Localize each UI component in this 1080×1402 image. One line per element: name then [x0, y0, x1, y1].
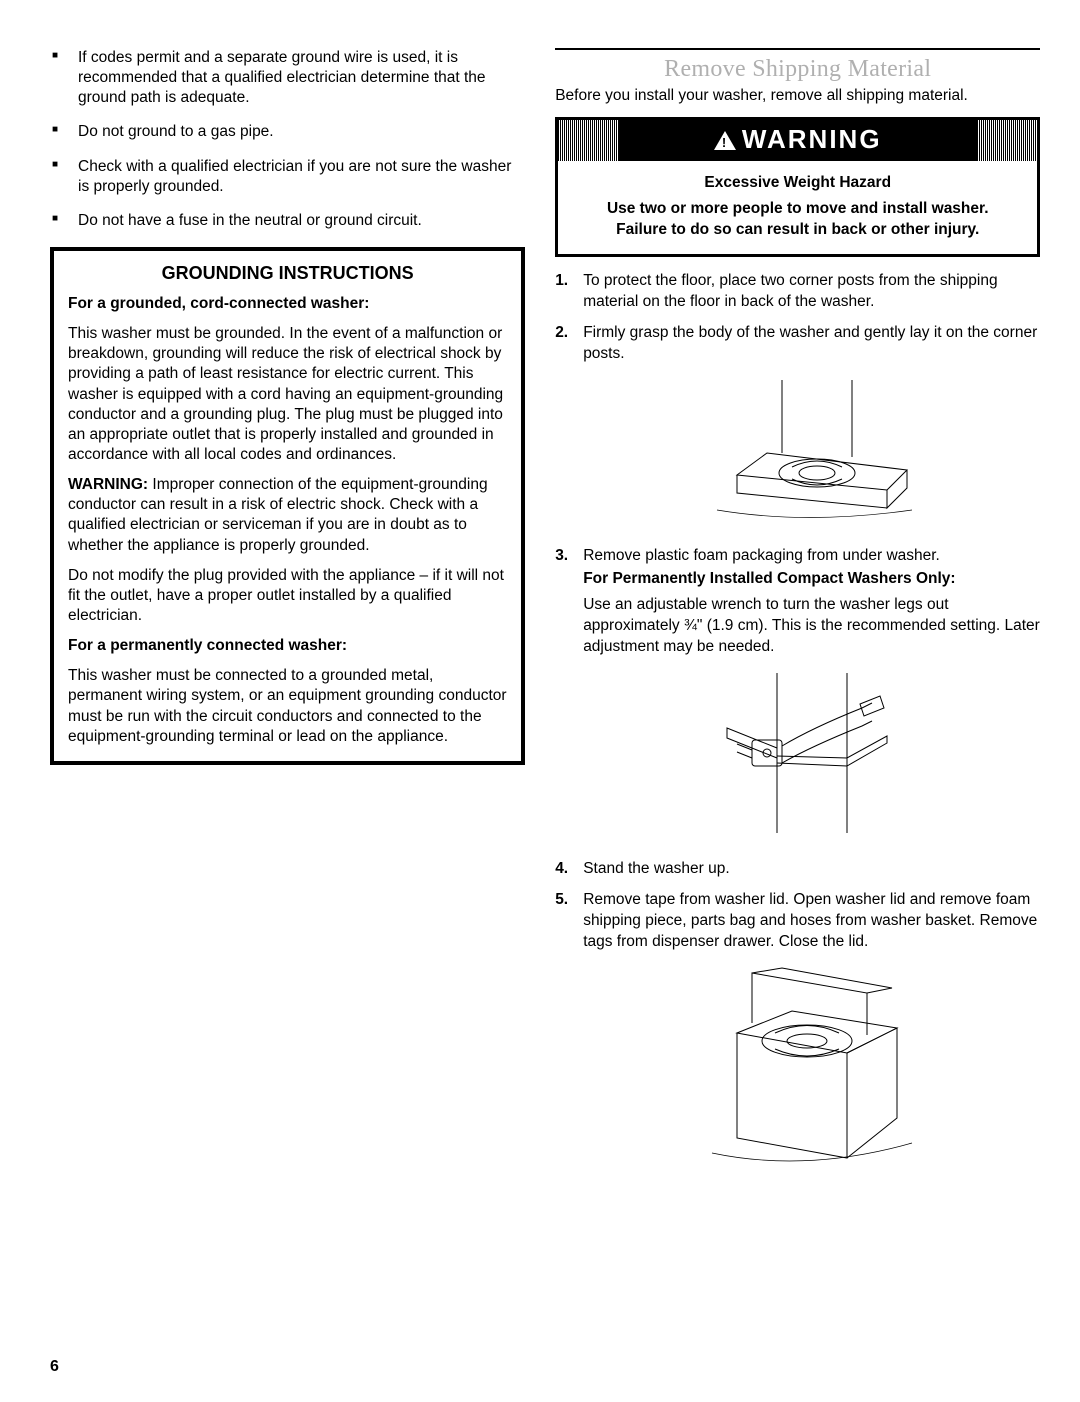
- warning-banner: WARNING: [558, 120, 1037, 161]
- bullet-item: Check with a qualified electrician if yo…: [50, 157, 525, 197]
- section-title: Remove Shipping Material: [555, 56, 1040, 83]
- bullet-item: Do not ground to a gas pipe.: [50, 122, 525, 142]
- page-number: 6: [50, 1358, 59, 1376]
- safety-bullet-list: If codes permit and a separate ground wi…: [50, 48, 525, 231]
- warning-box: WARNING Excessive Weight Hazard Use two …: [555, 117, 1040, 257]
- grounding-para-3: This washer must be connected to a groun…: [68, 666, 507, 747]
- grounding-para-2: Do not modify the plug provided with the…: [68, 566, 507, 626]
- step-3: 3.Remove plastic foam packaging from und…: [555, 546, 1040, 846]
- step-4: 4.Stand the washer up.: [555, 859, 1040, 880]
- step-3-subtext: Use an adjustable wrench to turn the was…: [583, 595, 1040, 658]
- grounding-title: GROUNDING INSTRUCTIONS: [68, 263, 507, 284]
- warning-line-1: Excessive Weight Hazard: [570, 174, 1025, 192]
- grounding-para-1: This washer must be grounded. In the eve…: [68, 324, 507, 465]
- step-1-text: To protect the floor, place two corner p…: [583, 272, 997, 310]
- right-column: Remove Shipping Material Before you inst…: [555, 48, 1040, 1184]
- step-1: 1.To protect the floor, place two corner…: [555, 271, 1040, 313]
- step-5: 5.Remove tape from washer lid. Open wash…: [555, 890, 1040, 1170]
- bullet-item: If codes permit and a separate ground wi…: [50, 48, 525, 108]
- step-list: 1.To protect the floor, place two corner…: [555, 271, 1040, 1170]
- step-3-subhead: For Permanently Installed Compact Washer…: [583, 569, 1040, 590]
- warning-label: WARNING:: [68, 476, 148, 493]
- step-2-text: Firmly grasp the body of the washer and …: [583, 324, 1037, 362]
- warning-line-3: Failure to do so can result in back or o…: [570, 221, 1025, 239]
- grounding-instructions-box: GROUNDING INSTRUCTIONS For a grounded, c…: [50, 247, 525, 765]
- step-4-text: Stand the washer up.: [583, 860, 730, 877]
- grounding-subhead-2: For a permanently connected washer:: [68, 637, 347, 654]
- bullet-item: Do not have a fuse in the neutral or gro…: [50, 211, 525, 231]
- step-5-text: Remove tape from washer lid. Open washer…: [583, 891, 1037, 950]
- warning-line-2: Use two or more people to move and insta…: [570, 200, 1025, 218]
- section-intro: Before you install your washer, remove a…: [555, 87, 1040, 105]
- grounding-subhead-1: For a grounded, cord-connected washer:: [68, 295, 369, 312]
- step-3-text: Remove plastic foam packaging from under…: [583, 547, 940, 564]
- figure-wrench-leg: [583, 668, 1040, 845]
- warning-banner-text: WARNING: [742, 124, 882, 154]
- step-2: 2.Firmly grasp the body of the washer an…: [555, 323, 1040, 532]
- grounding-warning-para: WARNING: Improper connection of the equi…: [68, 475, 507, 556]
- warning-triangle-icon: [714, 131, 736, 150]
- figure-washer-laid-down: [583, 375, 1040, 532]
- left-column: If codes permit and a separate ground wi…: [50, 48, 525, 1184]
- figure-washer-open-lid: [583, 963, 1040, 1170]
- warning-body: Excessive Weight Hazard Use two or more …: [558, 161, 1037, 254]
- section-divider: [555, 48, 1040, 50]
